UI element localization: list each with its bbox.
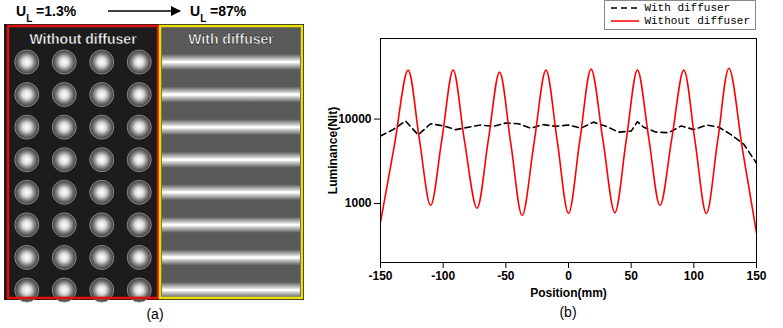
- svg-text:UL =1.3%: UL =1.3%: [16, 3, 77, 24]
- svg-text:10000: 10000: [338, 112, 372, 126]
- svg-text:UL =87%: UL =87%: [190, 3, 247, 24]
- svg-text:Position(mm): Position(mm): [530, 286, 607, 300]
- svg-text:(a): (a): [146, 306, 163, 322]
- svg-text:150: 150: [746, 269, 766, 283]
- html-text:Without diffuser: Without diffuser: [644, 15, 750, 27]
- svg-text:Without diffuser: Without diffuser: [29, 31, 137, 47]
- html-text:(b): (b): [559, 304, 577, 320]
- svg-text:-100: -100: [431, 269, 455, 283]
- svg-text:Luminance(Nit): Luminance(Nit): [326, 107, 340, 194]
- svg-text:-50: -50: [497, 269, 515, 283]
- svg-text:With diffuser: With diffuser: [188, 31, 274, 47]
- svg-text:50: 50: [624, 269, 638, 283]
- svg-text:0: 0: [565, 269, 572, 283]
- html-text:With diffuser: With diffuser: [644, 2, 731, 14]
- svg-text:-150: -150: [368, 269, 392, 283]
- svg-text:100: 100: [684, 269, 704, 283]
- svg-text:1000: 1000: [345, 196, 372, 210]
